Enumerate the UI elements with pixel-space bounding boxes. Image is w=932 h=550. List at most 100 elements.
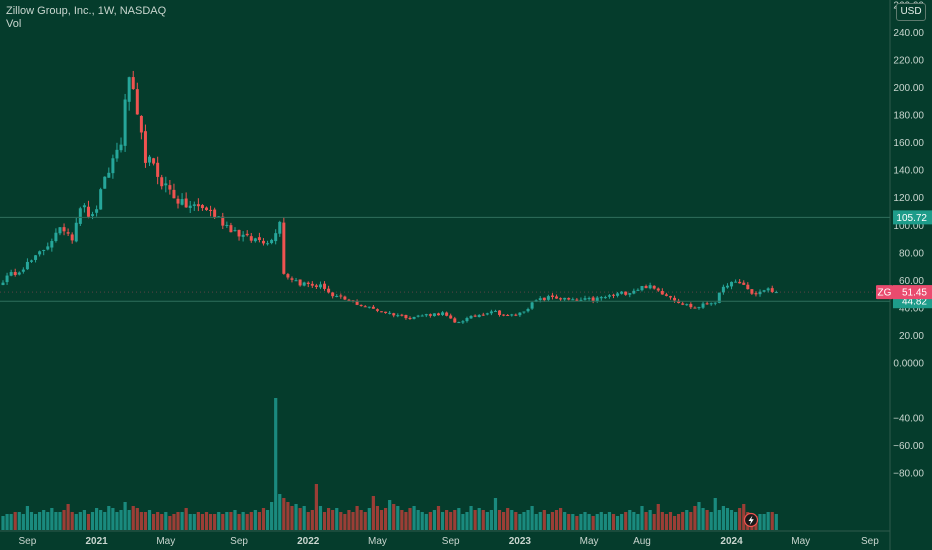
volume-bar <box>249 512 253 530</box>
candle <box>603 295 607 299</box>
candle <box>510 313 514 317</box>
candle <box>375 308 379 313</box>
volume-bar <box>420 512 424 530</box>
candle <box>555 294 559 299</box>
volume-bar <box>428 512 432 530</box>
time-axis-label: Sep <box>230 536 248 547</box>
volume-bar <box>103 512 107 530</box>
candle <box>131 70 135 90</box>
candle <box>754 291 758 297</box>
candle <box>257 232 261 243</box>
candle <box>502 314 506 317</box>
price-axis-label: 20.00 <box>899 331 924 342</box>
candle <box>607 294 611 299</box>
volume-bar <box>127 510 131 530</box>
volume-bar <box>738 508 742 530</box>
currency-button[interactable]: USD <box>896 3 926 21</box>
lightning-icon[interactable] <box>743 512 759 528</box>
volume-bar <box>70 512 74 530</box>
price-axis-label: 80.00 <box>899 248 924 259</box>
volume-bar <box>298 508 302 530</box>
candle <box>46 242 50 251</box>
candle <box>746 282 750 290</box>
time-axis-label: 2022 <box>297 536 320 547</box>
time-axis-label: May <box>156 536 175 547</box>
candle <box>632 288 636 295</box>
volume-bar <box>530 506 534 530</box>
volume-bar <box>204 512 209 530</box>
candle <box>705 301 709 305</box>
candle <box>9 269 13 277</box>
volume-bar <box>168 516 172 530</box>
volume-bar <box>25 506 30 530</box>
volume-bar <box>217 512 221 530</box>
volume-bar <box>587 514 591 530</box>
candle <box>286 272 290 280</box>
volume-bar <box>656 504 660 530</box>
candle <box>644 284 648 289</box>
candle <box>738 279 742 284</box>
candle <box>95 205 99 217</box>
volume-bar <box>225 512 229 530</box>
volume-bar <box>147 510 152 530</box>
candle <box>367 306 371 309</box>
candle <box>709 302 713 306</box>
candle <box>152 157 156 166</box>
volume-bar <box>766 512 770 530</box>
candle <box>571 297 575 301</box>
volume-bar <box>563 512 567 530</box>
volume-bar <box>164 512 168 530</box>
candle <box>298 279 302 287</box>
candle <box>1 280 5 286</box>
volume-bar <box>762 514 766 530</box>
candle <box>730 281 734 290</box>
candle <box>111 154 115 179</box>
volume-bar <box>82 510 86 530</box>
candle <box>196 198 200 212</box>
candle <box>412 316 416 320</box>
candle <box>498 310 502 317</box>
volume-bar <box>538 512 542 530</box>
candle <box>668 295 672 300</box>
volume-bar <box>302 506 306 530</box>
candle <box>205 206 208 211</box>
candle <box>266 240 270 246</box>
volume-bar <box>274 398 278 530</box>
candle <box>58 227 62 236</box>
candle <box>249 232 253 243</box>
price-axis-label: 160.00 <box>893 138 924 149</box>
volume-bar <box>697 502 701 530</box>
volume-bar <box>371 496 375 530</box>
candle <box>559 297 563 302</box>
volume-bar <box>58 512 62 530</box>
volume-bar <box>111 508 115 530</box>
price-axis-label: 40.00 <box>899 303 924 314</box>
candle <box>91 211 95 220</box>
candle <box>62 223 66 236</box>
candle <box>38 250 42 257</box>
candle <box>371 304 375 309</box>
volume-bar <box>514 512 518 530</box>
volume-bar <box>306 512 310 530</box>
candle <box>310 281 314 288</box>
volume-bar <box>78 512 82 530</box>
candle <box>302 281 306 287</box>
candle <box>347 298 351 301</box>
candle <box>229 222 233 233</box>
chart-legend: Zillow Group, Inc., 1W, NASDAQ Vol <box>6 5 166 31</box>
candle <box>432 313 436 317</box>
volume-bar <box>99 510 103 530</box>
volume-bar <box>408 508 412 530</box>
volume-bar <box>774 514 778 530</box>
volume-bar <box>693 506 697 530</box>
candle <box>221 212 225 230</box>
candle <box>306 281 310 288</box>
candle <box>550 293 554 300</box>
volume-bar <box>331 510 335 530</box>
volume-bar <box>375 506 380 530</box>
volume-bar <box>367 508 371 530</box>
volume-bar <box>339 512 343 530</box>
candle <box>318 281 322 290</box>
